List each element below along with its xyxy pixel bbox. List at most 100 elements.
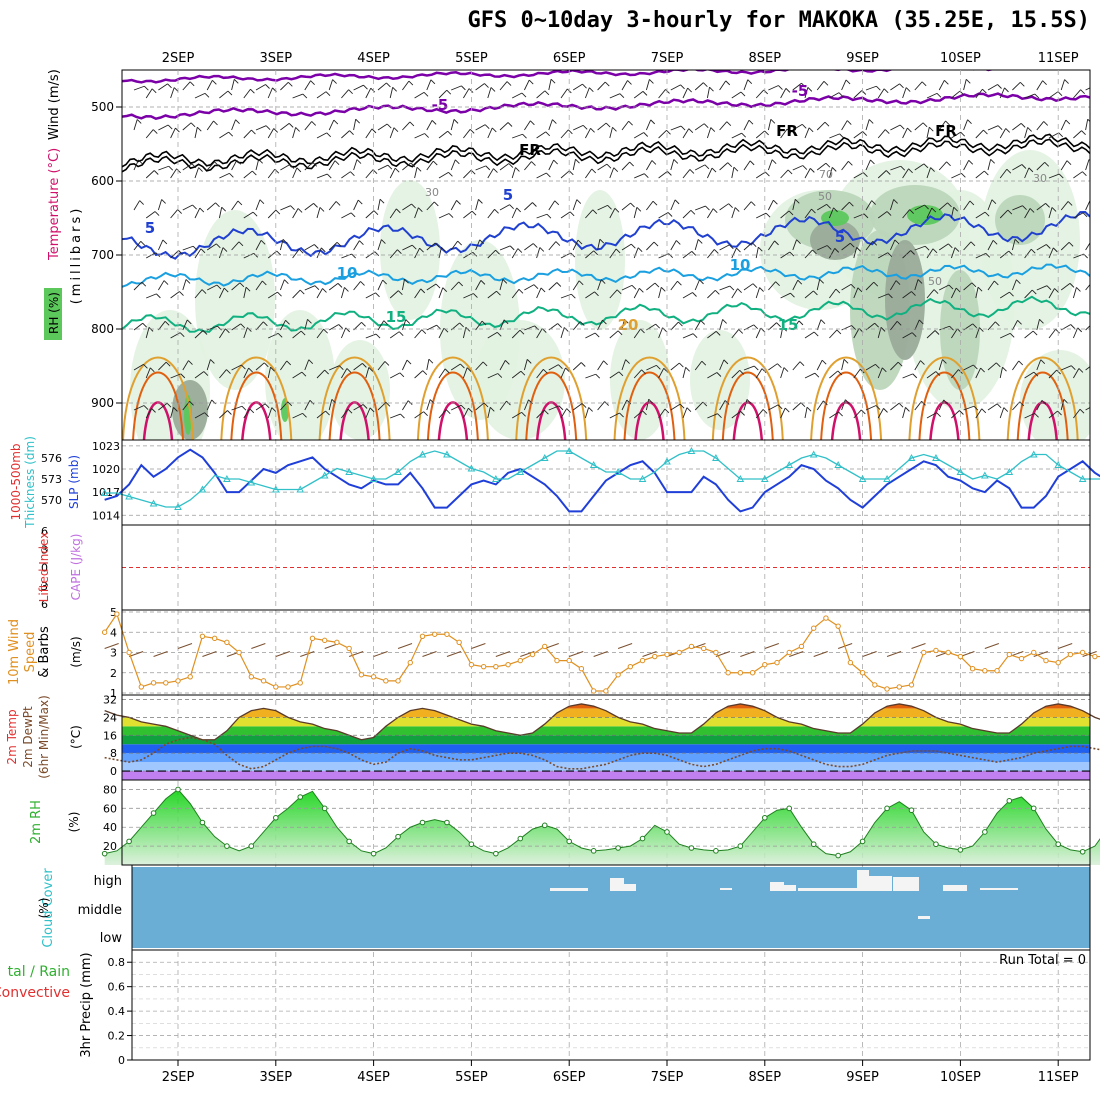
wind-barb-flag [796,239,801,244]
wind-speed-point [358,672,365,678]
wind-barb [792,123,803,131]
wind-barb-flag [846,120,852,125]
wind-barb [902,87,907,99]
pressure-tick-label: 800 [91,322,114,336]
rh-point [810,841,817,848]
wind-barb [1085,199,1090,211]
wind-barb [1072,287,1077,299]
wind-barb-flag [568,129,573,135]
thickness-marker [198,485,207,493]
wind-barb-flag [1041,399,1047,405]
wind-barb-flag [265,125,271,131]
wind-barb [706,87,710,99]
rh-point [419,819,426,826]
wind-barb-flag [227,90,233,96]
wind-speed-point [187,674,193,680]
wind-barb-flag [965,79,971,84]
wind-barb-flag [478,199,483,204]
wind-barb [670,321,679,331]
wind-barb-flag [204,93,210,98]
wind-barb [877,170,887,179]
wind-barb [548,119,553,131]
wind-barb [573,124,584,131]
wind-barb-flag [753,365,759,371]
contour-label: 15 [386,308,407,326]
wind-barb [890,83,900,91]
wind-barb [865,241,874,251]
wind-barb-flag [801,124,807,129]
wind-barb [572,362,582,371]
wind-barb [1048,410,1058,419]
wind-barb [853,328,860,339]
wind-barb-flag [398,290,403,295]
wind-barb-flag [1058,173,1064,179]
wind-barb-flag [379,198,385,204]
panel-side-label: Cloud Cover [41,868,56,948]
wind-barb [792,279,799,291]
wind-barb-flag [1043,121,1049,126]
wind-barb [341,212,352,219]
wind-barb-flag [373,210,379,215]
wind-barb [304,244,315,251]
wind-barb [304,121,313,131]
wind-barb [572,239,579,251]
wind-barb [548,159,555,171]
rh-point [395,833,401,840]
wind-barb [1073,368,1080,379]
wind-barb-flag [361,322,366,327]
wind-barb-flag [344,287,349,292]
wind-barb-flag [968,159,974,165]
wind-barb [353,159,358,171]
thickness-marker [687,446,696,454]
contour-label: 70 [819,168,833,181]
wind-barb [780,367,785,379]
wind-barb-flag [290,205,295,211]
wind-speed-point [150,680,157,686]
rh-point [664,829,670,835]
wind-barb [950,287,957,299]
wind-barb [792,320,800,331]
wind-barb-flag [992,239,998,245]
wind-barb-flag [1093,281,1097,285]
wind-barb-flag [215,202,220,208]
wind-barb-flag [618,371,624,377]
cloud-cover-bar [880,876,892,891]
wind-barb [585,128,591,139]
wind-barb [390,413,401,419]
wind-barb [877,408,884,419]
wind-barb [743,242,753,251]
contour-hot-loop [132,371,184,440]
wind-barb [987,125,999,131]
wind-barb [829,248,836,259]
thickness-tick-label: 570 [41,494,62,507]
wind-barb-flag [533,284,539,289]
wind-barb [194,330,204,339]
rh-point [1006,797,1013,804]
wind-speed-point [285,684,291,690]
wind-barb-flag [619,93,625,99]
wind-barb [719,121,728,131]
wind-barb-flag [1017,319,1022,325]
wind-barb-flag [677,280,682,286]
date-label-bottom: 8SEP [749,1070,782,1085]
wind-barb-flag [522,133,527,139]
wind-barb-flag [265,84,270,89]
wind-barb-flag [420,288,426,294]
surface-wind-barb [446,651,462,657]
wind-barb-flag [813,331,819,337]
wind-barb [292,289,301,299]
wind-barb [621,284,633,291]
wind-barb [597,319,603,331]
wind-barb [426,399,431,411]
wind-barb [133,241,142,251]
wind-barb-flag [687,87,692,93]
wind-barb-flag [1039,319,1044,324]
wind-barb-flag [185,279,191,284]
wind-barb-flag [471,210,477,216]
wind-barb [768,363,778,371]
wind-barb-flag [961,173,966,178]
wind-barb-flag [589,87,594,93]
rh-unit-label: (%) [67,812,81,833]
wind-barb-flag [432,160,438,166]
wind-barb-flag [930,167,935,172]
